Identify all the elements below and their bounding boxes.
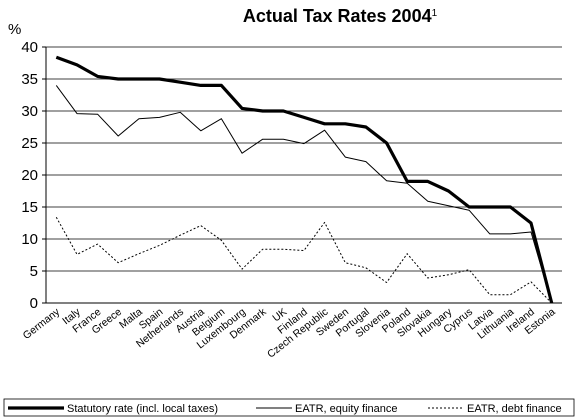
y-tick-label: 35: [21, 71, 38, 88]
y-tick-label: 15: [21, 199, 38, 216]
series-line-2: [55, 216, 553, 304]
y-axis-unit-label: %: [8, 21, 21, 38]
y-tick-label: 25: [21, 135, 38, 152]
y-tick-labels: 0 5 10 15 20 25 30 35 40: [21, 39, 38, 312]
chart-title-footnote: 1: [432, 8, 438, 19]
y-tick-label: 20: [21, 167, 38, 184]
legend: Statutory rate (incl. local taxes) EATR, …: [3, 398, 575, 417]
legend-label-0: Statutory rate (incl. local taxes): [67, 403, 218, 415]
x-category-labels: GermanyItalyFranceGreeceMaltaSpainNether…: [21, 305, 558, 360]
legend-label-2: EATR, debt finance: [467, 403, 562, 415]
series-lines: [55, 55, 554, 304]
y-tick-label: 10: [21, 231, 38, 248]
x-category-label: Germany: [21, 305, 63, 342]
y-tick-label: 5: [30, 263, 38, 280]
series-line-0: [55, 55, 554, 304]
y-tick-label: 30: [21, 103, 38, 120]
series-line-1: [55, 85, 553, 304]
chart-title: Actual Tax Rates 20041: [243, 6, 438, 26]
y-tick-label: 0: [30, 295, 38, 312]
legend-label-1: EATR, equity finance: [295, 403, 398, 415]
axes: [42, 46, 562, 304]
chart-title-text: Actual Tax Rates 2004: [243, 6, 432, 26]
y-tick-label: 40: [21, 39, 38, 56]
